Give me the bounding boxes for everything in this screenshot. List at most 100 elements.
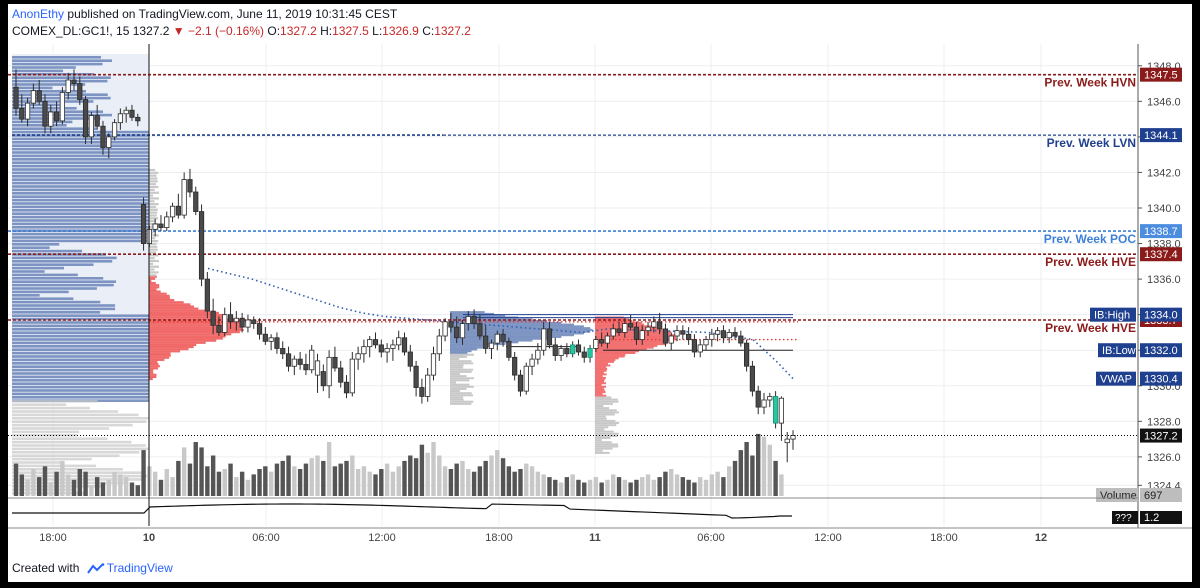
candle [691, 339, 698, 353]
volume-bar [25, 479, 30, 496]
profile-bar [12, 141, 149, 144]
candle [488, 342, 495, 349]
profile-bar-gray [149, 177, 158, 180]
candle [361, 346, 367, 355]
profile-bar [12, 134, 149, 137]
volume-bar [123, 477, 129, 496]
ib-high-tag: IB:High [1090, 307, 1136, 322]
volume-bar [587, 479, 593, 496]
volume-bar [100, 482, 106, 496]
volume-bar [703, 479, 709, 496]
profile-bar-gray [450, 394, 474, 397]
profile-bar-gray [12, 447, 149, 451]
volume-bar [48, 482, 53, 496]
profile-bar [12, 324, 149, 328]
candle [564, 348, 570, 355]
symbol-name[interactable]: COMEX_DL:GC1!, 15 [12, 24, 130, 38]
profile-bar-gray [595, 407, 610, 410]
candle [378, 344, 384, 353]
volume-bar [477, 466, 483, 496]
candle [674, 330, 680, 337]
profile-bar-red [149, 307, 199, 310]
profile-bar-red [149, 284, 160, 287]
high-label: H: [320, 24, 333, 38]
candle [430, 353, 437, 376]
candle [106, 136, 112, 148]
price-tick-label: 1340.0 [1147, 203, 1181, 215]
username[interactable]: AnonEthy [12, 7, 65, 21]
volume-bar [692, 482, 697, 496]
tradingview-logo-icon [86, 563, 105, 574]
profile-bar-red [149, 326, 243, 329]
profile-bar-red [595, 359, 616, 362]
volume-label: Volume [1100, 490, 1137, 502]
candle [587, 348, 593, 358]
volume-bar [268, 471, 274, 496]
high-value: 1327.5 [332, 24, 369, 38]
profile-bar-gray [450, 368, 474, 371]
profile-bar-gray [12, 444, 146, 447]
candle [604, 335, 611, 344]
volume-bar [535, 471, 541, 496]
profile-bar-gray [149, 262, 154, 265]
profile-bar-gray [12, 410, 119, 413]
profile-bar-blue [450, 348, 478, 351]
volume-bars [13, 433, 784, 496]
profile-bar-red [149, 371, 154, 374]
profile-bar [12, 304, 116, 307]
profile-bar-blue [450, 332, 584, 335]
profile-bar-blue [450, 334, 574, 337]
profile-bar-gray [595, 430, 614, 433]
profile-bar-blue [450, 350, 472, 353]
profile-bar-red [149, 309, 211, 312]
candle [506, 340, 512, 358]
volume-bar [564, 477, 570, 496]
profile-bar-gray [12, 430, 80, 434]
candle [372, 339, 379, 346]
volume-bar [257, 469, 262, 496]
candle [686, 333, 692, 340]
profile-bar-red [149, 288, 157, 291]
profile-bar-gray [12, 417, 149, 420]
candle [662, 328, 669, 344]
candle [396, 337, 402, 346]
volume-bar [193, 442, 198, 496]
publisher-line: AnonEthy published on TradingView.com, J… [12, 7, 397, 21]
profile-bar-gray [450, 383, 470, 386]
volume-bar [738, 450, 744, 496]
profile-bar-gray [149, 237, 156, 240]
volume-bar [732, 460, 738, 496]
profile-bar-red [149, 328, 244, 332]
candle [448, 321, 454, 328]
candle [164, 216, 170, 228]
profile-bar-gray [12, 471, 142, 474]
profile-bar-red [595, 348, 647, 351]
profile-bar-red [595, 362, 608, 365]
profile-bar [12, 161, 149, 164]
price-axis: 1324.41326.01328.01330.01332.01334.01336… [1137, 4, 1192, 554]
level-lines [8, 73, 1138, 321]
candle [53, 111, 60, 122]
profile-bar [12, 300, 101, 304]
profile-bar [12, 385, 149, 389]
time-tick-label: 11 [589, 532, 601, 544]
volume-bar [698, 477, 703, 496]
candle [100, 125, 106, 148]
profile-bar-gray [12, 464, 96, 468]
volume-bar [379, 469, 384, 496]
time-tick-label: 12:00 [368, 532, 396, 544]
volume-bar [599, 482, 604, 496]
profile-bar-gray [12, 491, 84, 495]
level-label: Prev. Week HVE [1045, 321, 1136, 335]
tradingview-brand[interactable]: TradingView [106, 561, 173, 575]
candle [744, 342, 750, 367]
profile-bar [12, 168, 149, 171]
profile-bar-gray [149, 197, 159, 200]
volume-bar [489, 455, 494, 496]
profile-bar-gray [12, 420, 147, 423]
profile-bar-blue [450, 344, 494, 347]
profile-bar-red [595, 352, 636, 354]
profile-bar [12, 277, 104, 280]
profile-bar-blue [450, 321, 562, 324]
candle [256, 323, 263, 335]
